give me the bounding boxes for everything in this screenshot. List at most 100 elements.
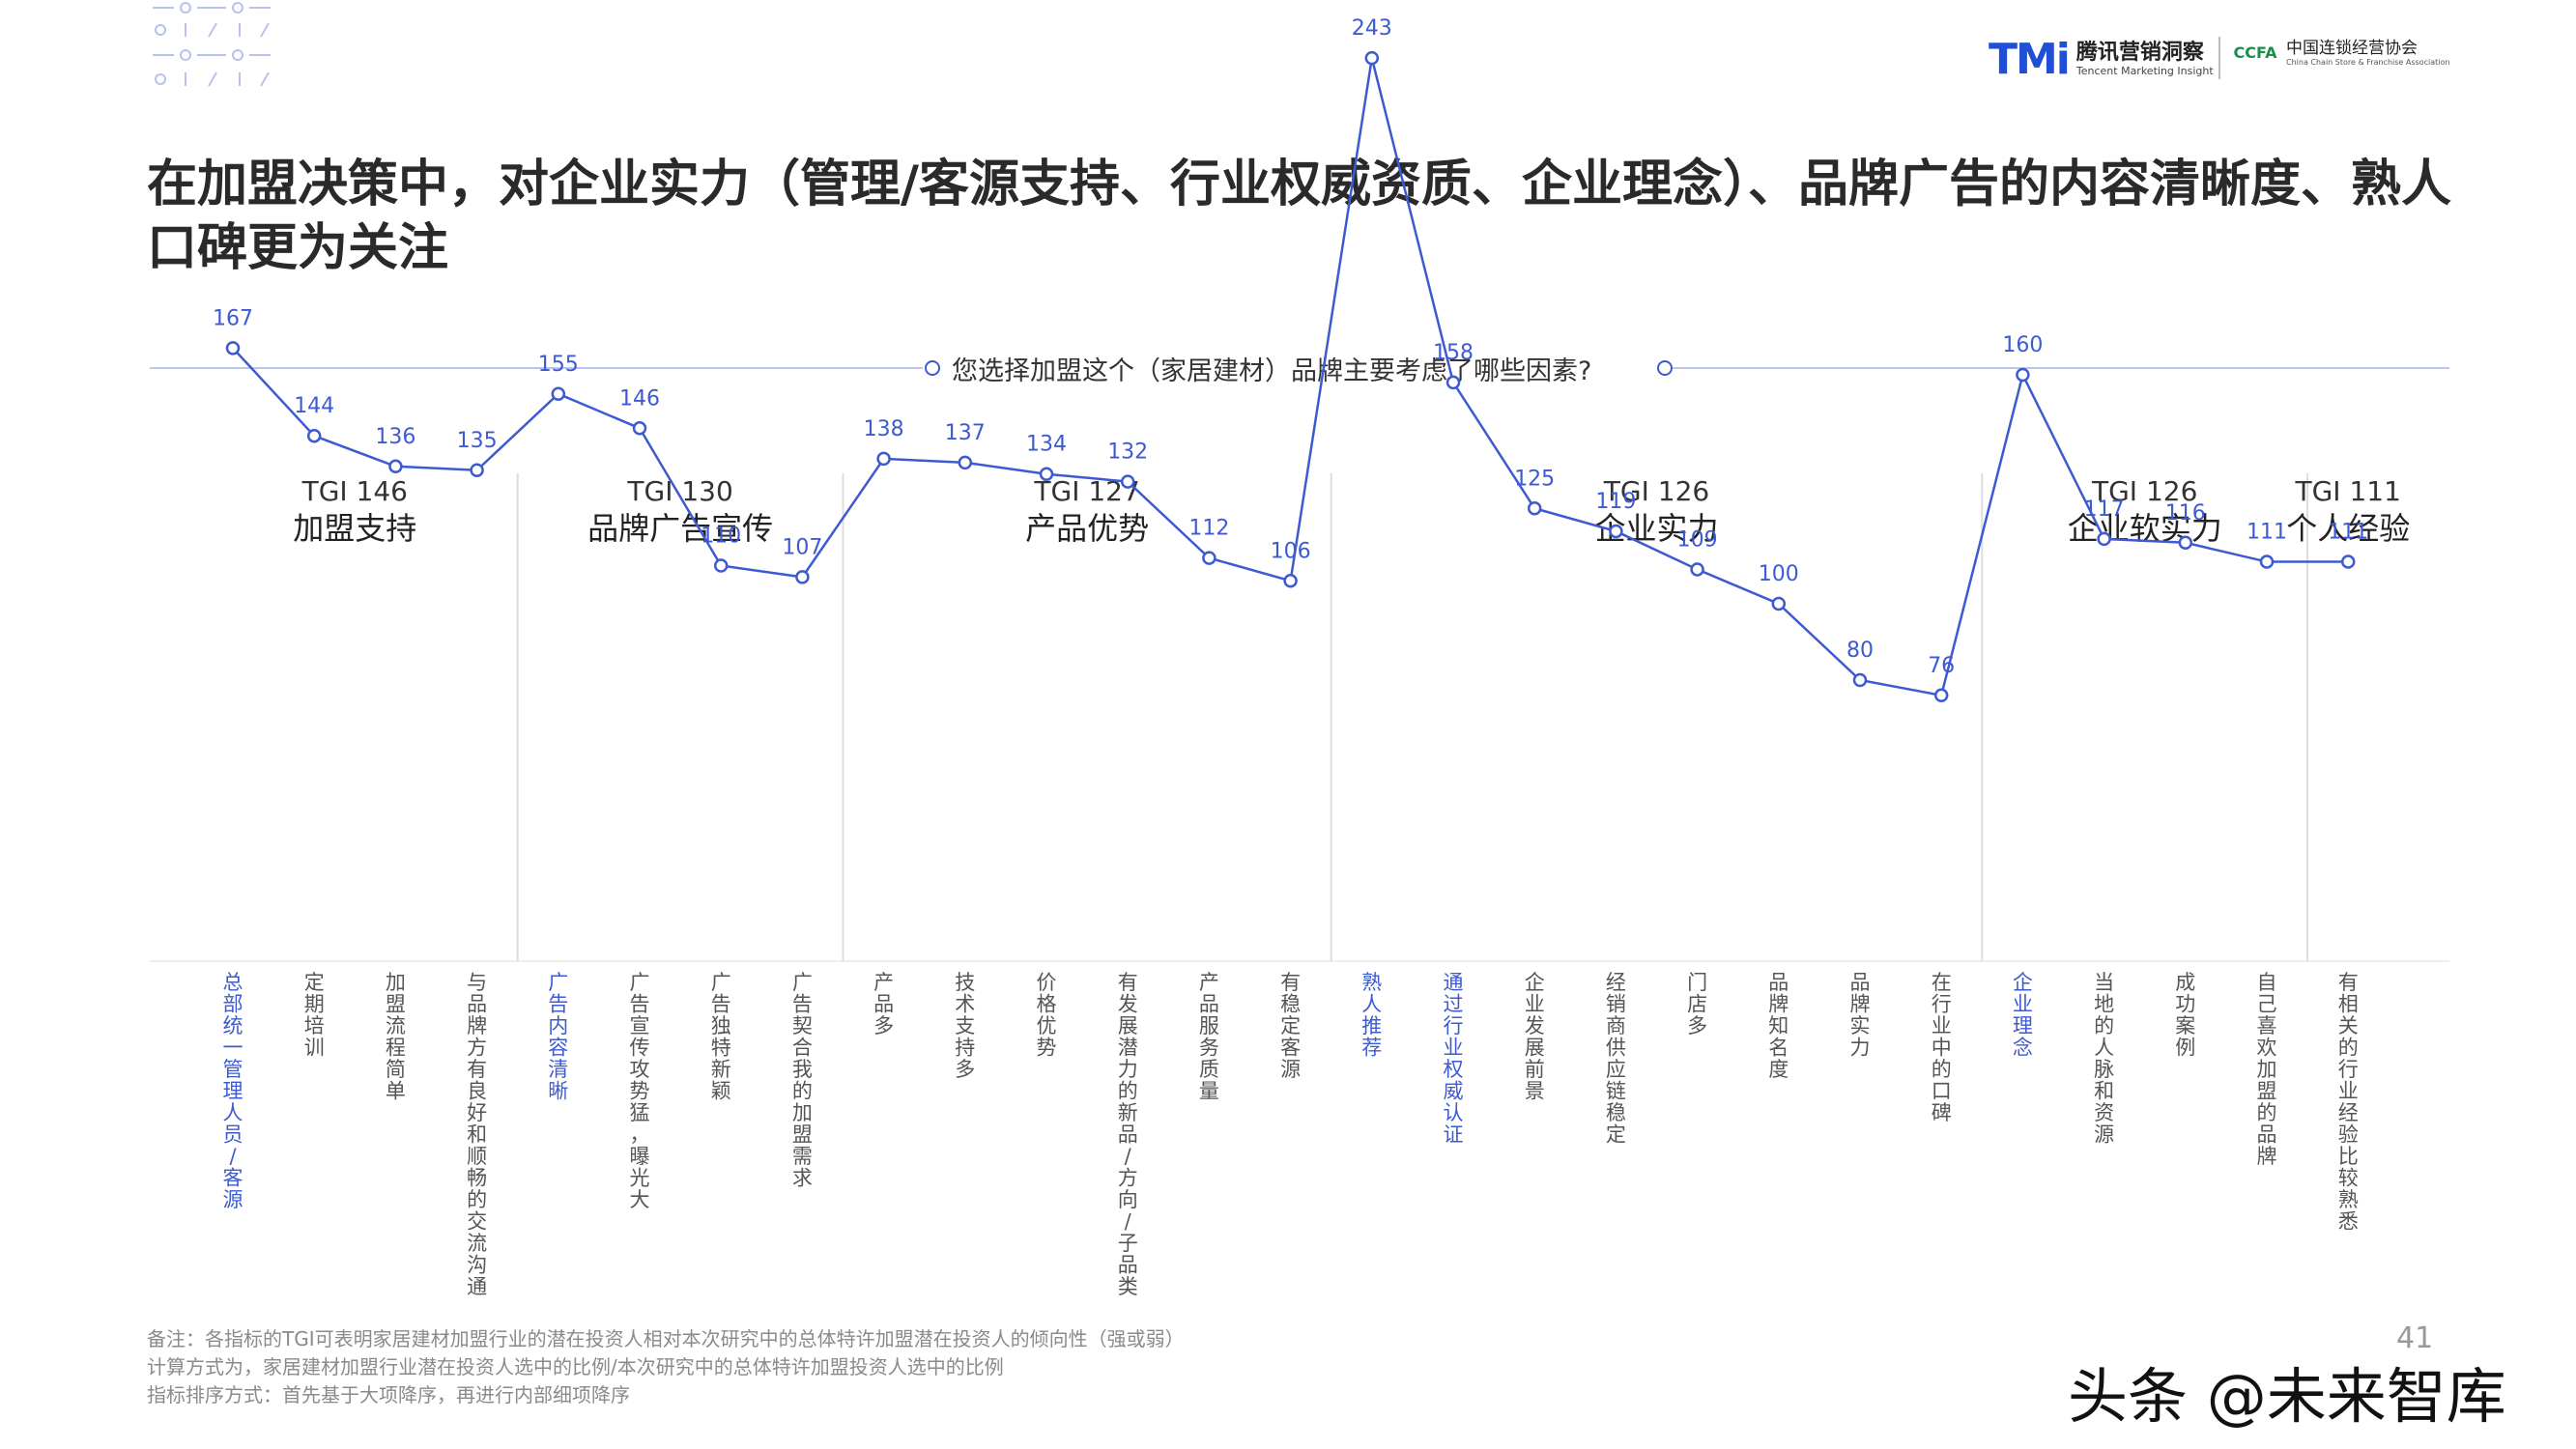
category-label: 产品服务质量: [1199, 971, 1219, 1103]
watermark: 头条 @未来智库: [2068, 1361, 2506, 1432]
footnote-3: 指标排序方式：首先基于大项降序，再进行内部细项降序: [147, 1383, 630, 1406]
question-line-left: [150, 367, 923, 369]
data-label: 111: [2247, 521, 2287, 545]
data-point: [795, 570, 810, 584]
category-label: 价格优势: [1037, 971, 1057, 1060]
category-label: 品牌实力: [1850, 971, 1871, 1060]
category-label: 产品多: [873, 971, 894, 1037]
data-point: [2016, 367, 2030, 383]
data-point: [551, 386, 566, 401]
question-dot-right: [1657, 360, 1673, 376]
data-point: [1852, 672, 1868, 688]
data-label: 112: [1188, 517, 1229, 541]
category-label: 通过行业权威认证: [1444, 971, 1464, 1147]
data-label: 117: [2084, 497, 2125, 522]
group-tgi-label: TGI 130: [626, 475, 732, 507]
data-point: [2340, 554, 2356, 569]
category-label: 定期培训: [304, 971, 325, 1060]
category-label: 有相关的行业经验比较熟悉: [2338, 971, 2359, 1234]
category-label: 企业发展前景: [1525, 971, 1545, 1103]
data-point: [1283, 574, 1298, 588]
category-label: 门店多: [1687, 971, 1707, 1037]
category-label: 广告宣传攻势猛，曝光大: [630, 971, 650, 1211]
ccfa-logo-en: China Chain Store & Franchise Associatio…: [2286, 58, 2450, 68]
data-point: [225, 341, 241, 355]
data-point: [1933, 688, 1949, 703]
data-label: 110: [701, 525, 741, 549]
tmi-logo-cn: 腾讯营销洞察: [2075, 41, 2204, 66]
footnote-1: 备注：各指标的TGI可表明家居建材加盟行业的潜在投资人相对本次研究中的总体特许加…: [147, 1327, 1185, 1350]
data-label: 80: [1846, 639, 1874, 663]
group-tgi-label: TGI 126: [1603, 475, 1709, 507]
data-point: [2097, 531, 2111, 547]
page-number: 41: [2396, 1321, 2434, 1355]
data-point: [632, 421, 647, 436]
category-label: 技术支持多: [955, 971, 975, 1081]
data-label: 144: [294, 394, 334, 418]
data-label: 158: [1433, 341, 1474, 365]
data-label: 76: [1928, 654, 1955, 678]
category-label: 在行业中的口碑: [1932, 971, 1952, 1124]
tmi-logo: TMi 腾讯营销洞察 Tencent Marketing Insight: [1989, 35, 2214, 84]
data-label: 135: [457, 429, 498, 453]
category-label: 广告契合我的加盟需求: [792, 971, 813, 1190]
category-label: 广告内容清晰: [548, 971, 568, 1103]
data-point: [1771, 596, 1787, 611]
ccfa-logo-cn: 中国连锁经营协会: [2286, 39, 2418, 58]
category-label: 加盟流程简单: [386, 971, 406, 1103]
category-label: 有发展潜力的新品/方向/子品类: [1118, 971, 1138, 1298]
data-label: 160: [2002, 333, 2043, 357]
category-label: 有稳定客源: [1280, 971, 1301, 1081]
group-tgi-label: TGI 111: [2294, 475, 2400, 507]
data-point: [1527, 501, 1542, 516]
group-tgi-label: TGI 146: [301, 475, 408, 507]
data-point: [306, 428, 322, 443]
question-line-right: [1673, 367, 2449, 369]
series-line: [232, 57, 2349, 697]
footnotes: 备注：各指标的TGI可表明家居建材加盟行业的潜在投资人相对本次研究中的总体特许加…: [147, 1325, 1185, 1409]
data-point: [388, 459, 403, 474]
data-point: [876, 451, 891, 467]
data-label: 132: [1107, 440, 1148, 465]
category-label: 当地的人脉和资源: [2094, 971, 2114, 1147]
data-label: 167: [213, 306, 253, 330]
data-label: 119: [1595, 490, 1636, 514]
data-point: [2259, 554, 2275, 569]
group-name-label: 个人经验: [2286, 510, 2410, 547]
data-label: 111: [2328, 521, 2368, 545]
group-tgi-label: TGI 126: [2091, 475, 2197, 507]
category-label: 自己喜欢加盟的品牌: [2257, 971, 2277, 1168]
data-label: 107: [782, 535, 822, 559]
data-point: [1445, 375, 1461, 390]
data-point: [713, 558, 729, 573]
data-label: 136: [375, 425, 415, 449]
ccfa-logo: CCFA 中国连锁经营协会 China Chain Store & Franch…: [2230, 39, 2450, 68]
data-label: 109: [1677, 527, 1718, 552]
data-point: [1364, 50, 1380, 66]
data-point: [1120, 474, 1135, 489]
data-point: [1039, 467, 1054, 481]
data-label: 155: [538, 353, 579, 377]
data-point: [1202, 551, 1216, 565]
tmi-logo-mark: TMi: [1989, 35, 2071, 84]
data-point: [1609, 524, 1623, 539]
page-title: 在加盟决策中，对企业实力（管理/客源支持、行业权威资质、企业理念）、品牌广告的内…: [147, 156, 2451, 277]
data-label: 146: [619, 386, 660, 411]
category-label: 企业理念: [2013, 971, 2033, 1060]
data-label: 106: [1271, 539, 1311, 563]
data-label: 243: [1352, 16, 1392, 41]
ccfa-logo-mark: CCFA: [2233, 43, 2277, 62]
data-label: 138: [864, 417, 904, 441]
data-point: [958, 455, 973, 470]
group-name-label: 产品优势: [1025, 510, 1149, 547]
survey-question: 您选择加盟这个（家居建材）品牌主要考虑了哪些因素?: [952, 356, 1592, 386]
group-name-label: 品牌广告宣传: [587, 510, 773, 547]
data-label: 125: [1514, 467, 1555, 491]
decorative-pattern: [153, 2, 271, 87]
category-label: 熟人推荐: [1361, 971, 1382, 1060]
data-label: 137: [945, 421, 986, 445]
category-label: 广告独特新颖: [711, 971, 731, 1103]
category-label: 品牌知名度: [1768, 971, 1789, 1081]
category-label: 总部统一管理人员/客源: [223, 971, 243, 1211]
